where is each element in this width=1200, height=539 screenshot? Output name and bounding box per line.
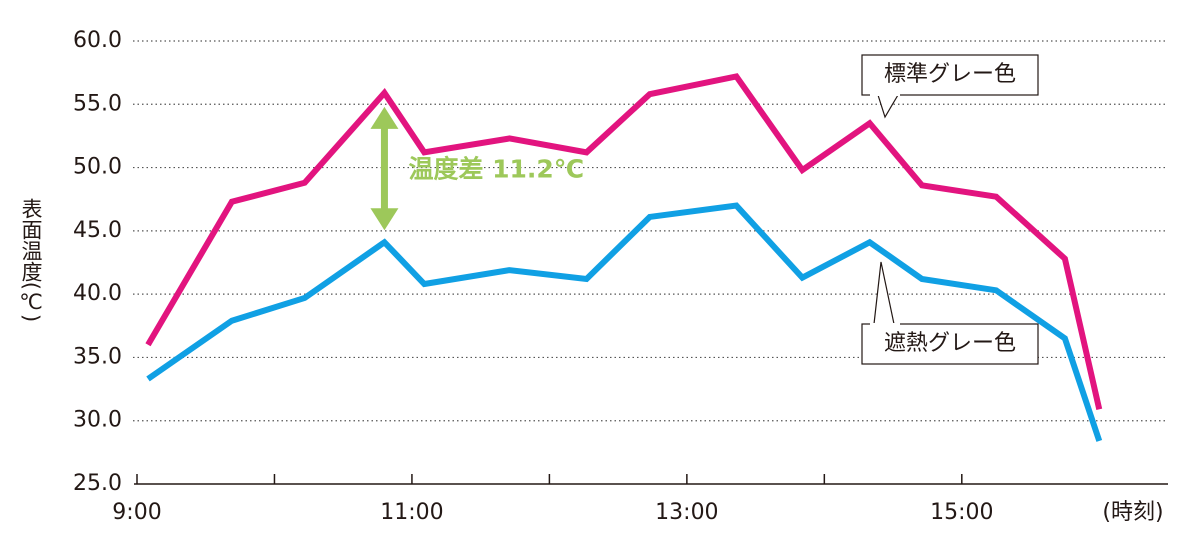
- x-axis-label: (時刻): [1102, 500, 1163, 525]
- callout-tail: [877, 94, 900, 119]
- y-tick-label: 60.0: [73, 28, 122, 53]
- y-tick-label: 40.0: [73, 281, 122, 306]
- annotation-arrow-head: [370, 106, 399, 129]
- legend-label: 遮熱グレー色: [884, 331, 1016, 356]
- x-tick-label: 15:00: [930, 500, 993, 525]
- legend-box-fill: [870, 323, 900, 325]
- series-line: [145, 73, 1103, 410]
- annotation-text: 温度差 11.2℃: [408, 155, 584, 184]
- callout-tail: [873, 261, 895, 325]
- y-tick-label: 45.0: [73, 218, 122, 243]
- series-line: [146, 202, 1103, 442]
- y-tick-label: 35.0: [73, 344, 122, 369]
- legend-box: [861, 54, 1039, 96]
- x-tick-label: 9:00: [112, 500, 161, 525]
- legend-box-fill: [870, 94, 900, 96]
- y-tick-label: 30.0: [73, 408, 122, 433]
- y-axis-label: 表面温度(℃): [19, 198, 43, 322]
- x-tick-label: 11:00: [380, 500, 443, 525]
- annotation-arrow-head: [370, 208, 399, 231]
- legend-label: 標準グレー色: [884, 62, 1016, 87]
- legend-box: [861, 323, 1039, 365]
- y-tick-label: 25.0: [73, 471, 122, 496]
- x-tick-label: 13:00: [655, 500, 718, 525]
- y-tick-label: 55.0: [73, 91, 122, 116]
- y-tick-label: 50.0: [73, 155, 122, 180]
